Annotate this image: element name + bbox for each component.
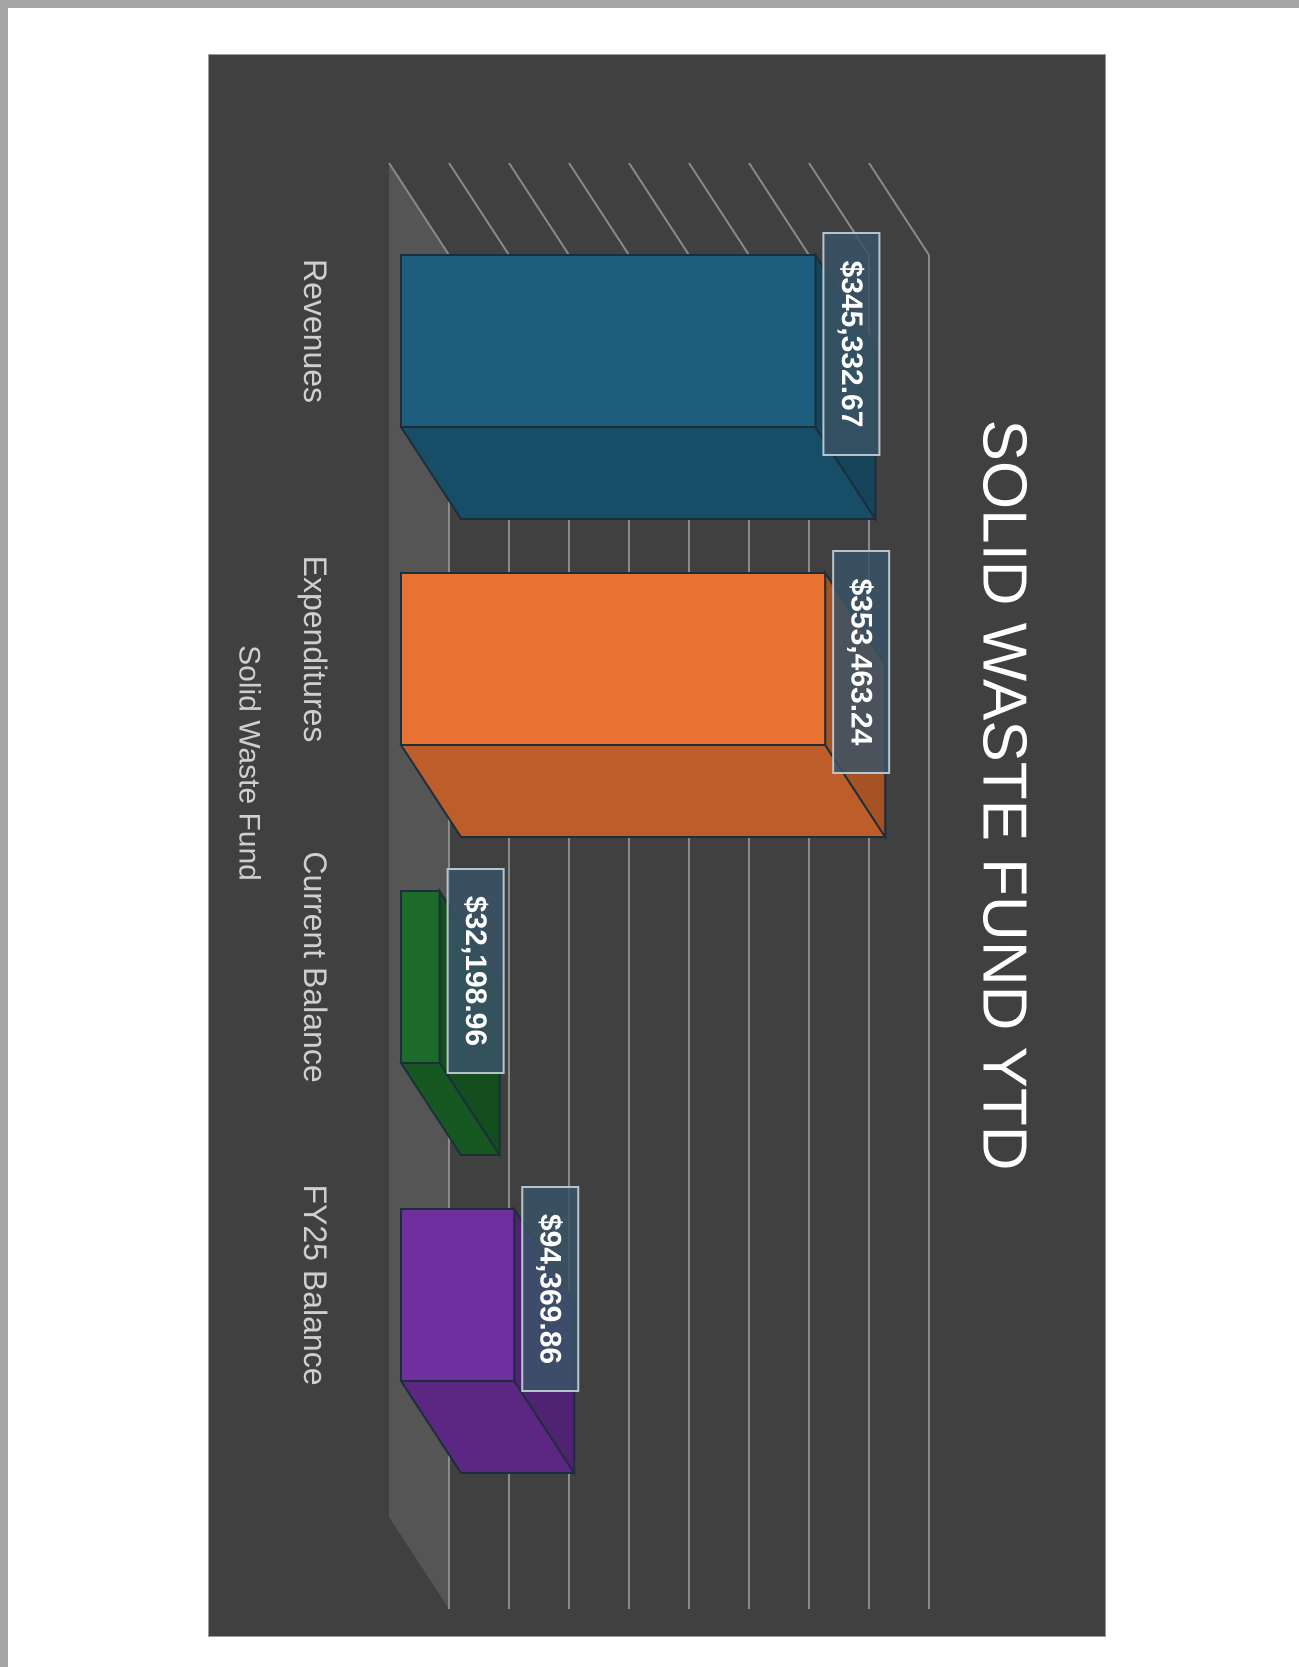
page: $345,332.67 Revenues $353,463.24 Expenditur… <box>8 8 1299 1667</box>
gridline <box>388 162 450 256</box>
data-label-box <box>822 232 881 456</box>
gridline <box>568 162 630 256</box>
axis-title: Solid Waste Fund <box>233 645 266 881</box>
chart-title: SOLID WASTE FUND YTD <box>970 420 1039 1171</box>
gridline <box>748 162 810 256</box>
bar[interactable] <box>400 254 817 428</box>
bar[interactable] <box>400 1208 516 1382</box>
data-label: $353,463.24 <box>845 579 878 746</box>
gridline <box>508 162 570 256</box>
bar[interactable] <box>400 572 827 746</box>
bar-depth-face <box>399 744 888 838</box>
data-label: $345,332.67 <box>835 261 868 428</box>
bar[interactable] <box>400 890 441 1064</box>
gridline <box>448 162 510 256</box>
data-label: $32,198.96 <box>459 896 492 1046</box>
gridline <box>868 162 930 256</box>
bar-depth-face <box>399 426 878 520</box>
solid-waste-chart: $345,332.67 Revenues $353,463.24 Expenditur… <box>233 162 1039 1609</box>
category-label: Current Balance <box>297 851 333 1082</box>
data-label: $94,369.86 <box>534 1214 567 1364</box>
category-label: Expenditures <box>297 556 333 743</box>
category-label: Revenues <box>297 259 333 403</box>
chart-area: $345,332.67 Revenues $353,463.24 Expenditur… <box>208 54 1106 1637</box>
data-label-box <box>521 1186 580 1392</box>
gridline <box>628 162 690 256</box>
data-label-box <box>832 550 891 774</box>
data-label-box <box>446 868 505 1074</box>
category-label: FY25 Balance <box>297 1184 333 1385</box>
gridline <box>688 162 750 256</box>
